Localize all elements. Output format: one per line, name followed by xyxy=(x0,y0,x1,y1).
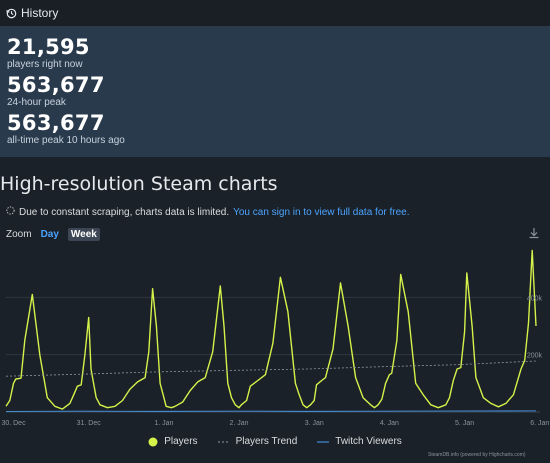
stat-24h-peak-label: 24-hour peak xyxy=(7,97,66,108)
y-axis-ticks: 400k 200k xyxy=(527,295,543,359)
stat-alltime-peak-value: 563,677 xyxy=(7,111,105,135)
chart-panel xyxy=(0,200,550,463)
legend-trend-label: Players Trend xyxy=(235,436,298,447)
stat-current-label: players right now xyxy=(7,59,83,70)
legend-players-label: Players xyxy=(164,436,198,447)
history-title: History xyxy=(21,6,59,20)
notice-text: Due to constant scraping, charts data is… xyxy=(19,206,230,218)
chart-legend: Players Players Trend Twitch Viewers xyxy=(0,436,550,447)
x-tick-label: 1. Jan xyxy=(154,420,173,427)
legend-twitch-label: Twitch Viewers xyxy=(335,436,402,447)
x-tick-label: 30. Dec xyxy=(1,420,26,427)
chart-series-layer xyxy=(5,249,537,412)
stats-panel: 21,595 players right now 563,677 24-hour… xyxy=(0,26,550,157)
stat-alltime-peak-label: all-time peak 10 hours ago xyxy=(7,135,125,146)
section-title: High-resolution Steam charts xyxy=(0,173,278,195)
x-tick-label: 2. Jan xyxy=(230,420,249,427)
chart-credit: SteamDB.info (powered by Highcharts.com) xyxy=(428,452,526,458)
legend-players[interactable]: Players xyxy=(148,436,198,447)
players-chart: 400k 200k 30. Dec 31. Dec 1. Jan 2. Jan 3. Ja… xyxy=(1,249,549,427)
stat-current-value: 21,595 xyxy=(7,35,90,59)
zoom-day-button[interactable]: Day xyxy=(40,229,59,240)
x-tick-label: 6. Jan xyxy=(530,420,549,427)
twitch-viewers-series-line xyxy=(5,410,537,412)
zoom-label: Zoom xyxy=(6,229,32,240)
history-header[interactable]: History xyxy=(0,0,550,26)
legend-trend[interactable]: Players Trend xyxy=(217,436,298,447)
download-icon[interactable] xyxy=(528,226,540,244)
players-trend-series-line xyxy=(5,360,537,377)
x-tick-label: 31. Dec xyxy=(77,420,102,427)
x-tick-label: 3. Jan xyxy=(305,420,324,427)
y-tick-label: 400k xyxy=(527,295,543,302)
stat-24h-peak-value: 563,677 xyxy=(7,73,105,97)
stat-alltime-peak: 563,677 all-time peak 10 hours ago xyxy=(7,112,125,147)
x-axis-ticks: 30. Dec 31. Dec 1. Jan 2. Jan 3. Jan 4. Jan 5.… xyxy=(1,420,549,427)
stat-24h-peak: 563,677 24-hour peak xyxy=(7,74,105,109)
zoom-controls: Zoom Day Week xyxy=(6,228,100,241)
history-icon xyxy=(6,8,17,19)
legend-twitch[interactable]: Twitch Viewers xyxy=(317,436,402,447)
sign-in-link[interactable]: You can sign in to view full data for fr… xyxy=(233,206,410,218)
x-tick-label: 4. Jan xyxy=(380,420,399,427)
chart-grid xyxy=(6,296,540,413)
stat-current: 21,595 players right now xyxy=(7,36,90,71)
zoom-week-button[interactable]: Week xyxy=(67,228,100,241)
x-tick-label: 5. Jan xyxy=(455,420,474,427)
scraping-notice: Due to constant scraping, charts data is… xyxy=(6,206,410,218)
players-series-line xyxy=(5,249,537,410)
loading-icon xyxy=(6,206,15,218)
y-tick-label: 200k xyxy=(527,353,543,360)
